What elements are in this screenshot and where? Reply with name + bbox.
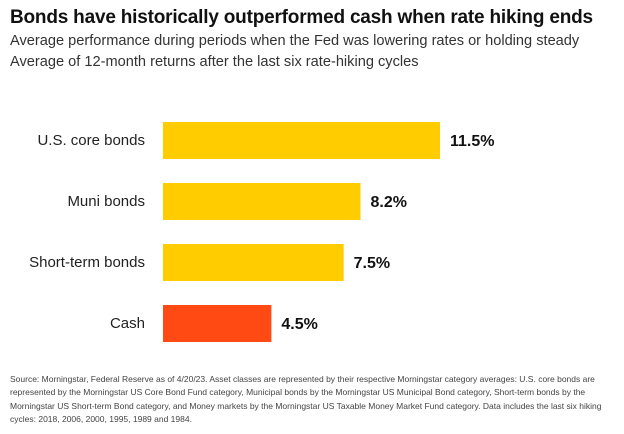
category-label-u-s-core-bonds: U.S. core bonds bbox=[37, 132, 145, 149]
value-label-cash: 4.5% bbox=[281, 316, 317, 333]
bar-muni-bonds bbox=[163, 183, 361, 220]
value-label-short-term-bonds: 7.5% bbox=[354, 255, 390, 272]
bar-cash bbox=[163, 305, 272, 342]
bar-chart: U.S. core bonds 11.5% Muni bonds 8.2% Short-… bbox=[29, 122, 494, 342]
source-note: Source: Morningstar, Federal Reserve as … bbox=[10, 374, 602, 424]
category-label-muni-bonds: Muni bonds bbox=[67, 193, 145, 210]
category-label-short-term-bonds: Short-term bonds bbox=[29, 254, 145, 271]
value-label-muni-bonds: 8.2% bbox=[371, 194, 407, 211]
value-label-u-s-core-bonds: 11.5% bbox=[450, 133, 494, 150]
chart-subtitle: Average performance during periods when … bbox=[10, 33, 580, 70]
chart-title: Bonds have historically outperformed cas… bbox=[10, 7, 593, 28]
bar-u-s-core-bonds bbox=[163, 122, 440, 159]
category-label-cash: Cash bbox=[110, 315, 145, 332]
bars-group: U.S. core bonds 11.5% Muni bonds 8.2% Short-… bbox=[29, 122, 494, 342]
bar-short-term-bonds bbox=[163, 244, 344, 281]
